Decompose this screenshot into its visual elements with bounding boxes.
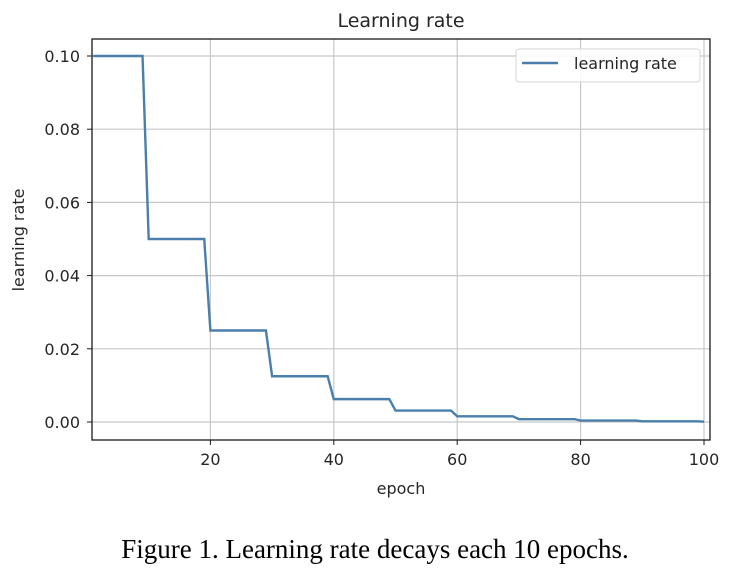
x-tick-label: 60 bbox=[447, 450, 467, 469]
y-axis-label: learning rate bbox=[9, 189, 28, 292]
x-axis-label: epoch bbox=[377, 479, 426, 498]
plot-frame bbox=[91, 38, 711, 441]
legend: learning rate bbox=[515, 48, 701, 83]
learning-rate-line bbox=[93, 54, 705, 423]
x-tick-label: 80 bbox=[570, 450, 590, 469]
y-tick-label: 0.02 bbox=[44, 340, 80, 359]
legend-box bbox=[515, 48, 701, 83]
axis-ticks: 0.00 0.02 0.04 0.06 0.08 0.10 20 40 60 80 100 bbox=[44, 47, 719, 469]
y-tick-label: 0.06 bbox=[44, 193, 80, 212]
chart-title: Learning rate bbox=[337, 10, 464, 32]
x-tick-label: 20 bbox=[200, 450, 220, 469]
y-tick-label: 0.04 bbox=[44, 267, 80, 286]
y-tick-label: 0.00 bbox=[44, 413, 80, 432]
y-tick-label: 0.10 bbox=[44, 47, 80, 66]
legend-label: learning rate bbox=[574, 54, 677, 73]
x-tick-label: 40 bbox=[324, 450, 344, 469]
grid-lines bbox=[92, 39, 710, 440]
x-tick-label: 100 bbox=[689, 450, 720, 469]
y-tick-label: 0.08 bbox=[44, 120, 80, 139]
figure-caption: Figure 1. Learning rate decays each 10 e… bbox=[121, 534, 629, 564]
